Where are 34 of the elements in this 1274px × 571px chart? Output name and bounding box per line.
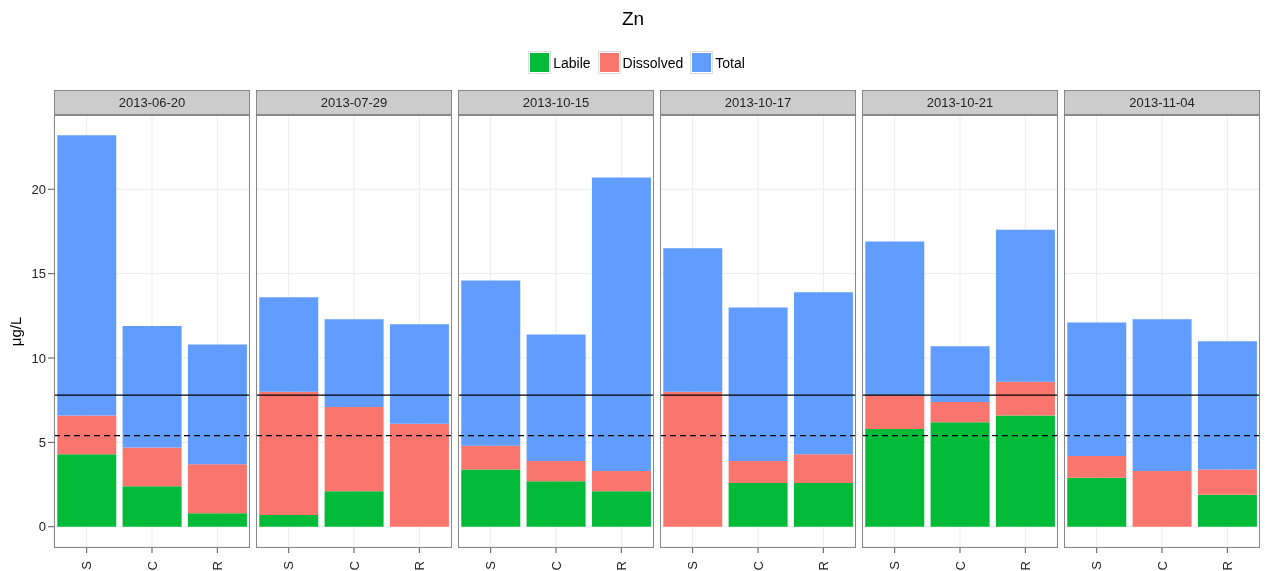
x-tick-label: S — [1089, 560, 1105, 570]
y-tick-label: 20 — [31, 181, 46, 197]
x-tick-label: C — [548, 561, 564, 571]
x-tick-label: C — [1154, 561, 1170, 571]
y-tick-label: 0 — [38, 519, 46, 535]
x-tick-label: R — [411, 561, 427, 571]
legend-label: Labile — [553, 54, 591, 71]
x-tick-label: R — [209, 561, 225, 571]
y-tick-label: 10 — [31, 350, 46, 366]
x-tick-label: S — [79, 560, 95, 570]
x-tick-label: C — [952, 561, 968, 571]
x-tick-label: C — [346, 561, 362, 571]
chart-subtitle: 2013-11-04 — [1064, 90, 1260, 115]
x-tick-label: R — [1219, 561, 1235, 571]
y-tick-label: 5 — [38, 434, 46, 450]
x-tick-label: S — [281, 560, 297, 570]
x-tick-label: S — [887, 560, 903, 570]
x-tick-label: S — [685, 560, 701, 570]
x-tick-label: R — [1017, 561, 1033, 571]
y-tick-label: 15 — [31, 266, 46, 282]
legend-label: Dissolved — [622, 54, 684, 71]
x-tick-label: C — [750, 561, 766, 571]
chart-subtitle: 2013-07-29 — [256, 90, 452, 115]
x-tick-label: R — [815, 561, 831, 571]
x-tick-label: S — [483, 560, 499, 570]
chart-subtitle: 2013-10-21 — [862, 90, 1058, 115]
x-tick-label: R — [613, 561, 629, 571]
chart-title: Zn — [620, 8, 646, 30]
chart-subtitle: 2013-10-15 — [458, 90, 654, 115]
legend-label: Total — [715, 54, 745, 71]
x-tick-label: C — [144, 561, 160, 571]
chart-subtitle: 2013-10-17 — [660, 90, 856, 115]
y-axis-title: μg/L — [7, 316, 25, 346]
chart-subtitle: 2013-06-20 — [54, 90, 250, 115]
